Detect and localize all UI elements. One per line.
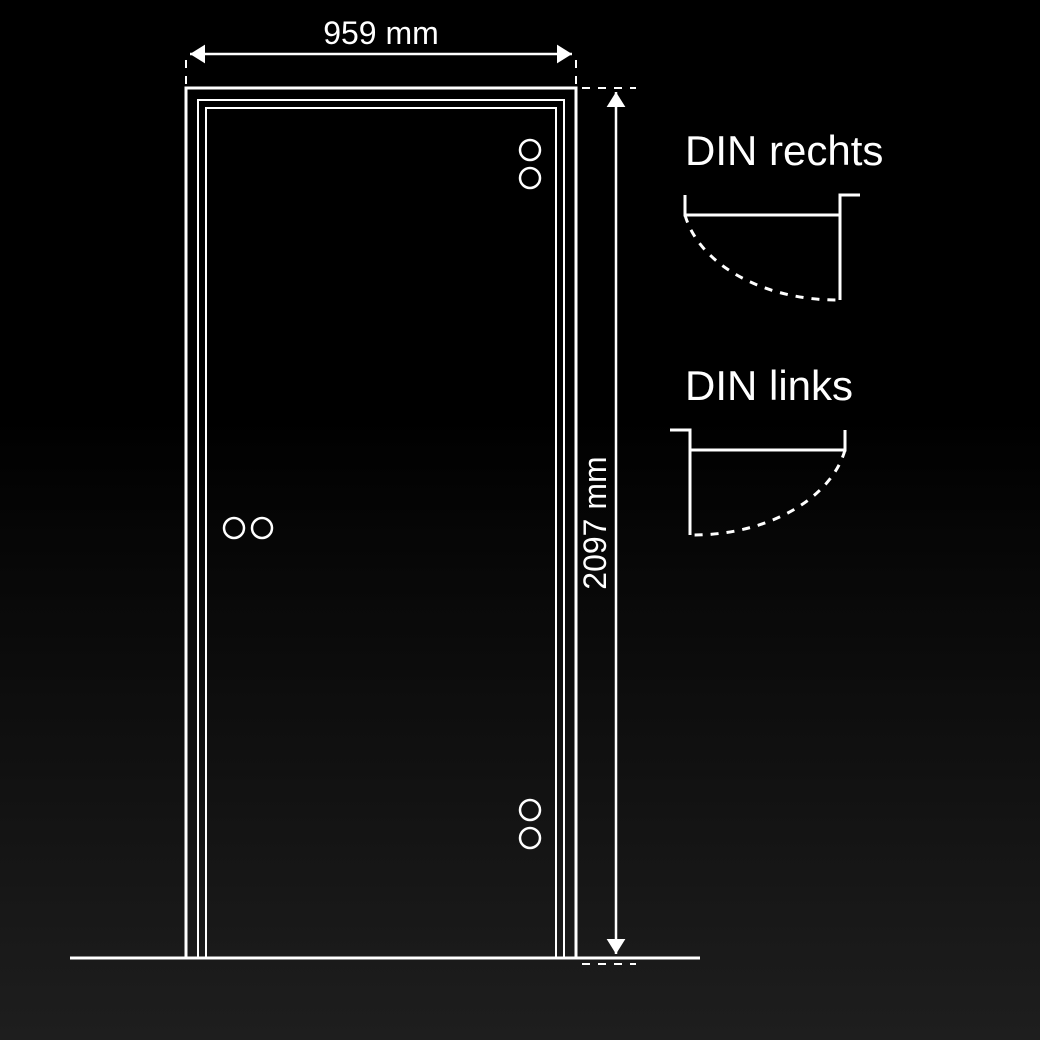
door-outer-frame [186, 88, 576, 958]
hinge-top-icon [520, 140, 540, 160]
din-rechts-label: DIN rechts [685, 127, 883, 174]
dim-height-label: 2097 mm [577, 456, 613, 589]
din-links-label: DIN links [685, 362, 853, 409]
door-leaf [206, 108, 556, 958]
din-rechts-symbol [685, 195, 860, 215]
din-links-symbol [670, 430, 845, 450]
din-links-swing-arc-icon [690, 450, 845, 535]
hinge-bottom-icon [520, 828, 540, 848]
din-rechts-swing-arc-icon [685, 215, 840, 300]
door-handle-icon [224, 518, 244, 538]
dim-width-label: 959 mm [323, 15, 439, 51]
door-handle-icon [252, 518, 272, 538]
hinge-bottom-icon [520, 800, 540, 820]
door-technical-drawing: 959 mm 2097 mm DIN rechts DIN links [0, 0, 1040, 1040]
hinge-top-icon [520, 168, 540, 188]
